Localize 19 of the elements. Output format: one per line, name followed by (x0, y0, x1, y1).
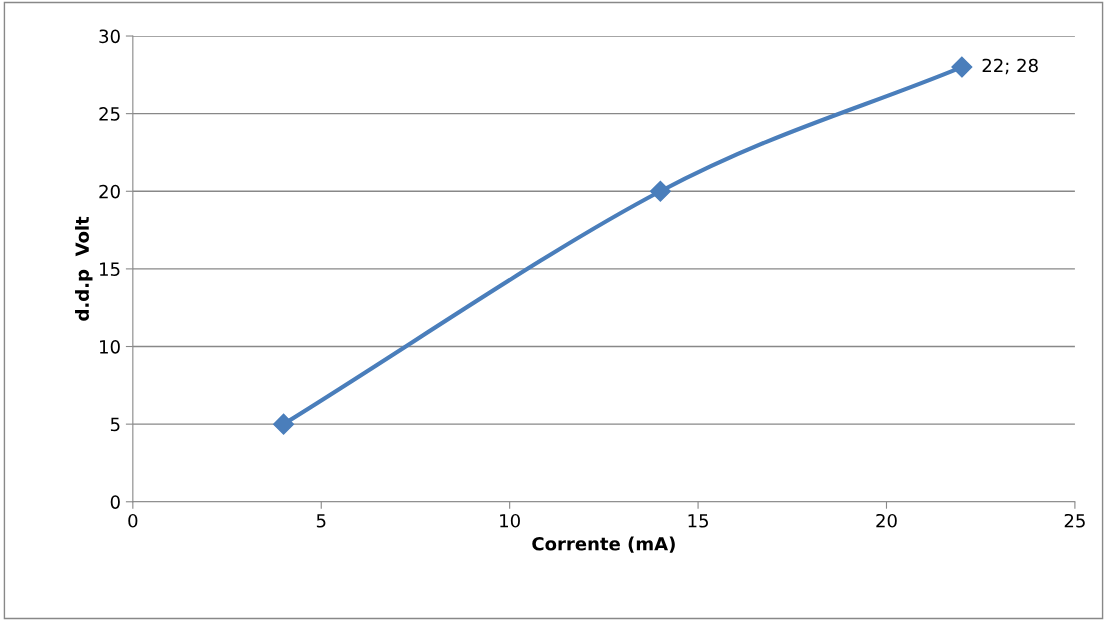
y-tick-label: 10 (100, 339, 120, 354)
x-tick-label: 0 (128, 513, 138, 528)
x-tick-label: 5 (316, 514, 326, 528)
y-axis-title: d.d.p Volt (75, 216, 93, 321)
x-tick-label: 15 (688, 514, 708, 528)
annotation: 22; 28 (982, 58, 1038, 75)
point (273, 413, 295, 435)
x-axis-title: Corrente (mA) (532, 536, 675, 553)
point (951, 56, 973, 78)
y-tick-label: 0 (110, 495, 120, 509)
y-tick-label: 5 (110, 417, 120, 432)
y-tick-label: 15 (100, 262, 120, 277)
y-tick-label: 20 (99, 184, 120, 199)
y-tick-label: 30 (99, 29, 120, 44)
point (649, 180, 671, 202)
x-tick-label: 10 (500, 513, 520, 528)
y-tick-label: 25 (99, 107, 120, 121)
x-tick-label: 25 (1064, 513, 1085, 528)
x-tick-label: 20 (876, 513, 897, 528)
